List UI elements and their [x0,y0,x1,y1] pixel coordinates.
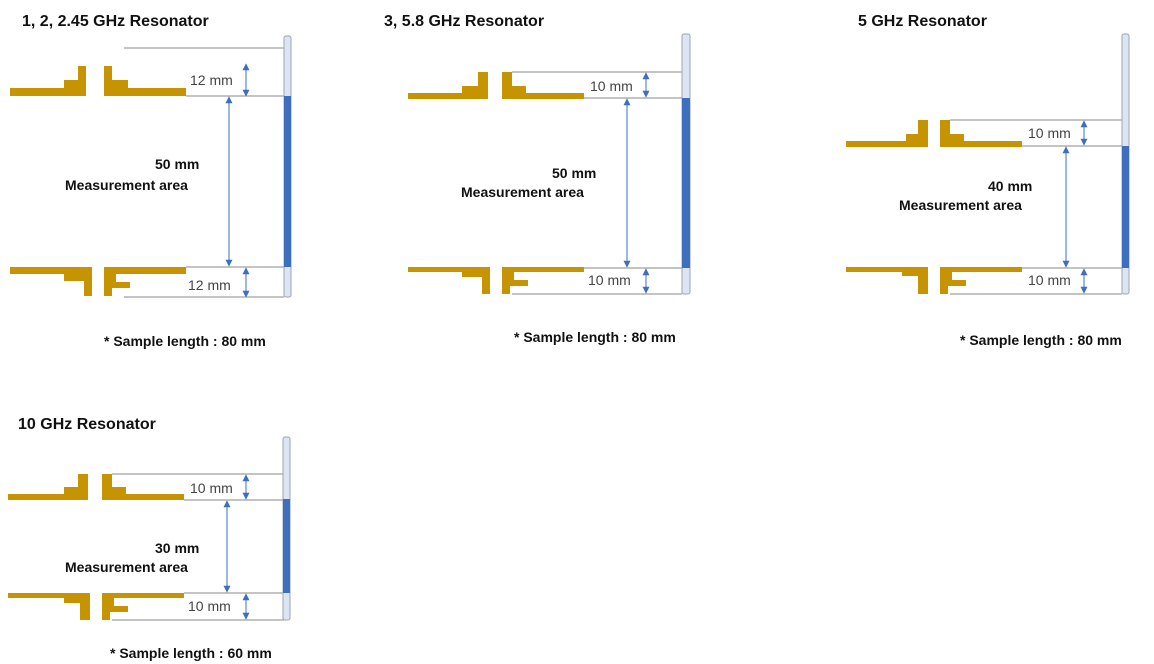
top-electrode [8,474,184,500]
bottom-electrode-right [940,267,1022,294]
top-electrode [10,66,186,96]
sample-length-note: * Sample length : 60 mm [110,645,272,661]
sample-fill [682,98,690,268]
panel-2: 3, 5.8 GHz Resonator 10 mm 50 mm Measure… [384,13,691,345]
bottom-electrode [846,267,1022,294]
bottom-electrode [8,593,184,620]
panel-title: 3, 5.8 GHz Resonator [384,13,544,30]
area-caption: Measurement area [65,177,188,193]
sample-length-note: * Sample length : 80 mm [514,329,676,345]
top-electrode [408,72,584,99]
bottom-electrode-right [104,267,186,296]
panel-3: 5 GHz Resonator 10 mm 40 mm Measurement … [846,13,1130,348]
panel-4: 10 GHz Resonator 10 mm 30 mm Measurement… [8,416,291,661]
bottom-electrode-left [408,267,490,294]
top-gap-label: 10 mm [1028,125,1071,141]
area-caption: Measurement area [461,184,584,200]
top-electrode-right [104,66,186,96]
bottom-electrode [10,267,186,296]
top-electrode-left [846,120,928,147]
bottom-gap-label: 10 mm [188,598,231,614]
top-electrode [846,120,1022,147]
panel-title: 10 GHz Resonator [18,416,156,433]
bottom-electrode-right [502,267,584,294]
sample-fill [1122,146,1129,268]
bottom-gap-label: 10 mm [588,272,631,288]
sample-fill [283,499,290,593]
bottom-electrode-left [8,593,90,620]
area-size-label: 40 mm [988,178,1032,194]
top-gap-label: 12 mm [190,72,233,88]
top-gap-label: 10 mm [190,480,233,496]
area-size-label: 30 mm [155,540,199,556]
area-size-label: 50 mm [155,156,199,172]
bottom-electrode-right [102,593,184,620]
bottom-electrode-left [10,267,92,296]
sample-length-note: * Sample length : 80 mm [104,333,266,349]
bottom-electrode-left [846,267,928,294]
panel-title: 1, 2, 2.45 GHz Resonator [22,13,209,30]
area-size-label: 50 mm [552,165,596,181]
bottom-gap-label: 12 mm [188,277,231,293]
area-caption: Measurement area [65,559,188,575]
top-electrode-right [940,120,1022,147]
top-electrode-left [10,66,86,96]
top-electrode-left [408,72,488,99]
sample-length-note: * Sample length : 80 mm [960,332,1122,348]
panel-1: 1, 2, 2.45 GHz Resonator 12 mm 50 mm Mea… [10,13,292,349]
top-electrode-right [502,72,584,99]
top-electrode-left [8,474,88,500]
bottom-gap-label: 10 mm [1028,272,1071,288]
area-caption: Measurement area [899,197,1022,213]
panel-title: 5 GHz Resonator [858,13,987,30]
bottom-electrode [408,267,584,294]
top-gap-label: 10 mm [590,78,633,94]
sample-fill [284,96,291,267]
top-electrode-right [102,474,184,500]
